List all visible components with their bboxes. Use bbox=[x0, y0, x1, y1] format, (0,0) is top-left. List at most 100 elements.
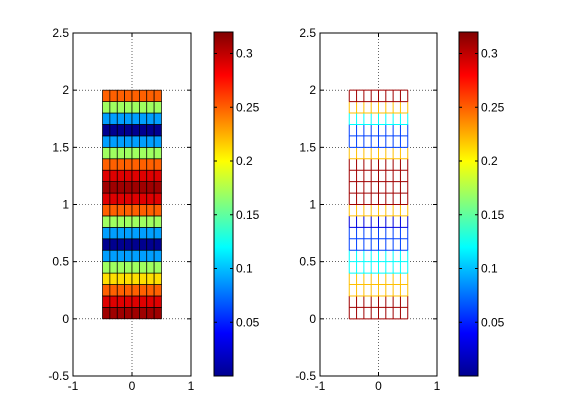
heatmap-cell bbox=[146, 192, 155, 205]
heatmap-cell bbox=[153, 112, 162, 125]
heatmap-cell bbox=[131, 192, 140, 205]
heatmap-cell bbox=[139, 227, 148, 240]
y-tick-label: 2 bbox=[62, 83, 69, 97]
heatmap-cell bbox=[139, 158, 148, 171]
heatmap-cell bbox=[124, 215, 133, 228]
heatmap-cell bbox=[139, 307, 148, 320]
right-colorbar-ticks: 0.05 0.1 0.15 0.2 0.25 0.3 bbox=[459, 47, 505, 329]
heatmap-cell bbox=[139, 272, 148, 285]
y-tick-label: 2.5 bbox=[299, 26, 316, 40]
heatmap-cell bbox=[102, 181, 111, 194]
heatmap-cell bbox=[116, 295, 125, 308]
heatmap-cell bbox=[139, 112, 148, 125]
heatmap-cell bbox=[109, 307, 118, 320]
heatmap-cell bbox=[116, 146, 125, 160]
heatmap-cell bbox=[109, 204, 118, 217]
heatmap-cell bbox=[102, 215, 111, 228]
heatmap-cell bbox=[139, 169, 148, 182]
heatmap-cell bbox=[146, 227, 155, 240]
heatmap-cell bbox=[124, 272, 133, 285]
y-tick-label: 2.5 bbox=[52, 26, 69, 40]
heatmap-cell bbox=[116, 158, 125, 171]
heatmap-cell bbox=[116, 227, 125, 240]
heatmap-cell bbox=[131, 101, 140, 114]
heatmap-cell bbox=[139, 89, 148, 102]
left-colorbar-ticks: 0.05 0.1 0.15 0.2 0.25 0.3 bbox=[214, 47, 260, 329]
y-tick-label: 0.5 bbox=[299, 255, 316, 269]
heatmap-cell bbox=[131, 124, 140, 137]
colorbar-tick-label: 0.05 bbox=[481, 315, 505, 329]
heatmap-cell bbox=[102, 89, 111, 102]
heatmap-cell bbox=[139, 124, 148, 137]
heatmap-cell bbox=[102, 192, 111, 205]
left-colorbar-gradient bbox=[213, 31, 234, 377]
heatmap-cell bbox=[153, 261, 162, 274]
heatmap-cell bbox=[139, 181, 148, 194]
heatmap-cell bbox=[124, 124, 133, 137]
heatmap-cell bbox=[153, 284, 162, 297]
heatmap-cell bbox=[153, 307, 162, 320]
heatmap-cell bbox=[131, 307, 140, 320]
heatmap-cell bbox=[153, 181, 162, 194]
x-tick-label: 1 bbox=[188, 379, 195, 393]
heatmap-cell bbox=[124, 101, 133, 114]
heatmap-cell bbox=[124, 192, 133, 205]
heatmap-cell bbox=[109, 169, 118, 182]
x-tick-label: 1 bbox=[434, 379, 441, 393]
heatmap-cell bbox=[153, 204, 162, 217]
heatmap-cell bbox=[146, 169, 155, 182]
heatmap-cell bbox=[139, 135, 148, 148]
heatmap-cell bbox=[139, 284, 148, 297]
x-tick-label: 0 bbox=[129, 379, 136, 393]
heatmap-cell bbox=[102, 204, 111, 217]
heatmap-cell bbox=[146, 272, 155, 285]
heatmap-cell bbox=[131, 89, 140, 102]
heatmap-cell bbox=[116, 204, 125, 217]
heatmap-cell bbox=[124, 181, 133, 194]
heatmap-cell bbox=[116, 215, 125, 228]
heatmap-cell bbox=[102, 249, 111, 263]
heatmap-cell bbox=[139, 295, 148, 308]
colorbar-tick-label: 0.15 bbox=[481, 208, 505, 222]
heatmap-cell bbox=[116, 112, 125, 125]
heatmap-cell bbox=[102, 124, 111, 137]
heatmap-cell bbox=[146, 261, 155, 274]
heatmap-cell bbox=[124, 204, 133, 217]
colorbar-tick-label: 0.3 bbox=[236, 47, 253, 61]
heatmap-cell bbox=[146, 307, 155, 320]
heatmap-cell bbox=[109, 227, 118, 240]
heatmap-cell bbox=[139, 215, 148, 228]
heatmap-cell bbox=[153, 227, 162, 240]
heatmap-cell bbox=[153, 89, 162, 102]
left-heatmap-cells bbox=[102, 89, 162, 320]
heatmap-cell bbox=[109, 261, 118, 274]
heatmap-cell bbox=[124, 146, 133, 160]
heatmap-cell bbox=[131, 169, 140, 182]
heatmap-cell bbox=[116, 284, 125, 297]
colorbar-tick-label: 0.3 bbox=[481, 47, 498, 61]
heatmap-cell bbox=[102, 238, 111, 251]
heatmap-cell bbox=[124, 238, 133, 251]
colorbar-tick-label: 0.25 bbox=[236, 100, 260, 114]
heatmap-cell bbox=[102, 272, 111, 285]
right-colorbar-gradient bbox=[458, 31, 479, 377]
heatmap-cell bbox=[139, 146, 148, 160]
y-tick-label: 0 bbox=[309, 312, 316, 326]
x-tick-label: 0 bbox=[375, 379, 382, 393]
heatmap-cell bbox=[146, 249, 155, 263]
heatmap-cell bbox=[153, 272, 162, 285]
heatmap-cell bbox=[116, 249, 125, 263]
heatmap-cell bbox=[102, 158, 111, 171]
y-tick-label: 1 bbox=[62, 198, 69, 212]
heatmap-cell bbox=[131, 249, 140, 263]
heatmap-cell bbox=[131, 181, 140, 194]
right-plot: -1 0 1 -0.5 0 0.5 1 1.5 2 2.5 bbox=[295, 26, 440, 393]
heatmap-cell bbox=[146, 146, 155, 160]
heatmap-cell bbox=[139, 249, 148, 263]
y-tick-label: 1 bbox=[309, 198, 316, 212]
heatmap-cell bbox=[102, 135, 111, 148]
heatmap-cell bbox=[131, 261, 140, 274]
heatmap-cell bbox=[109, 112, 118, 125]
heatmap-cell bbox=[124, 261, 133, 274]
